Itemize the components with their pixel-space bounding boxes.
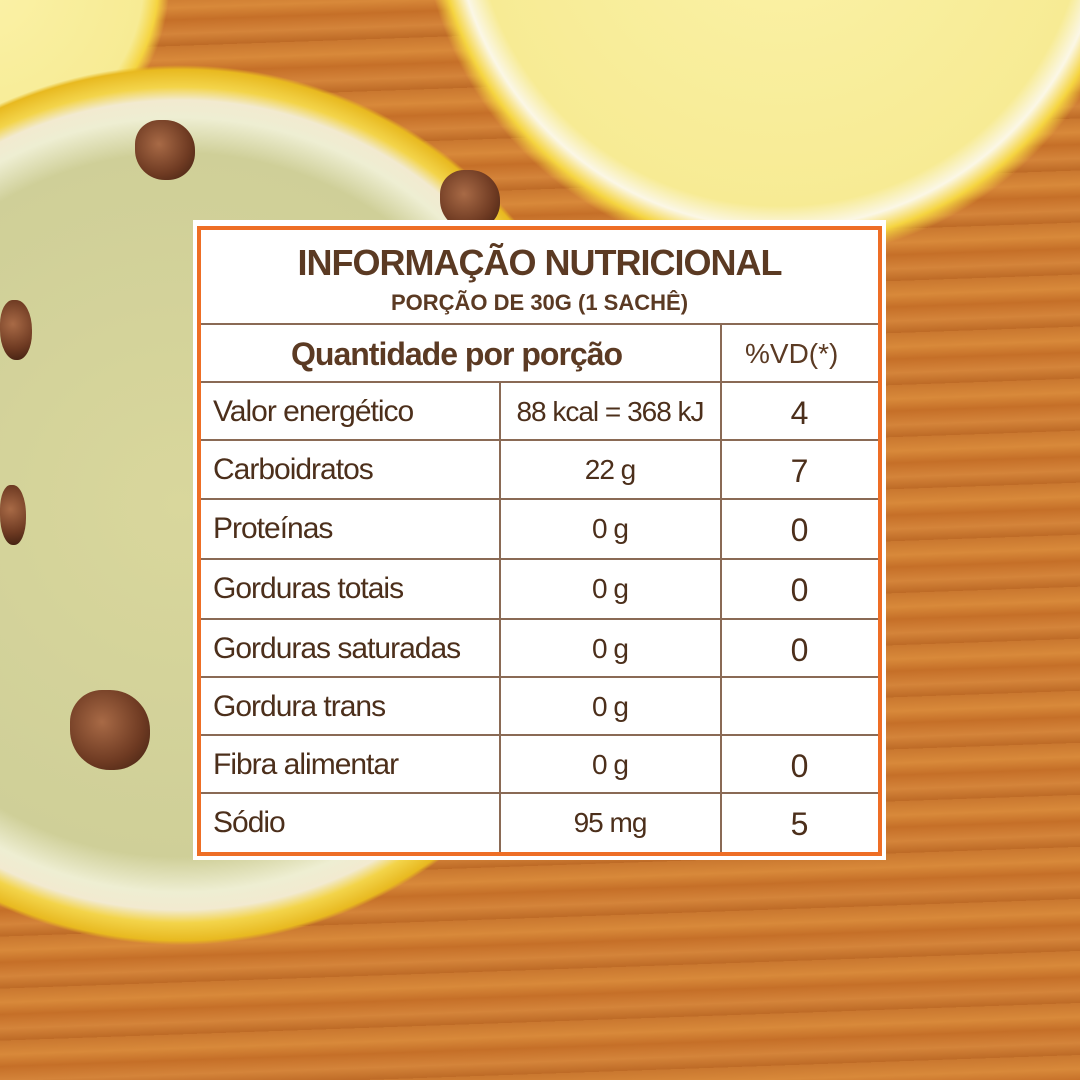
- nutrient-dv: 5: [790, 806, 809, 842]
- divider: [201, 498, 878, 500]
- nutrition-facts-label: INFORMAÇÃO NUTRICIONAL PORÇÃO DE 30G (1 …: [193, 220, 886, 860]
- divider: [201, 792, 878, 794]
- divider: [720, 381, 722, 852]
- nutrient-name: Gorduras saturadas: [213, 632, 461, 665]
- nutrient-row: Gorduras saturadas 0 g 0: [201, 620, 878, 678]
- divider: [201, 558, 878, 560]
- clove: [135, 120, 195, 180]
- nutrient-amount: 0 g: [592, 573, 629, 604]
- nutrient-row: Sódio 95 mg 5: [201, 794, 878, 852]
- divider: [201, 734, 878, 736]
- divider: [201, 381, 878, 383]
- nutrient-amount: 22 g: [584, 454, 637, 485]
- nutrient-name: Proteínas: [213, 512, 333, 545]
- nutrient-amount: 0 g: [592, 691, 629, 722]
- nutrient-name: Gordura trans: [213, 690, 386, 723]
- nutrient-amount: 95 mg: [573, 807, 648, 838]
- nutrient-name: Gorduras totais: [213, 572, 404, 605]
- nutrient-row: Fibra alimentar 0 g 0: [201, 736, 878, 794]
- nutrient-name: Sódio: [213, 806, 286, 839]
- divider: [201, 323, 878, 325]
- clove: [0, 485, 26, 545]
- nutrient-dv: 0: [790, 748, 809, 784]
- nutrient-amount: 0 g: [592, 513, 629, 544]
- label-subtitle: PORÇÃO DE 30G (1 SACHÊ): [390, 290, 689, 315]
- nutrient-row: Proteínas 0 g 0: [201, 500, 878, 558]
- divider: [720, 323, 722, 381]
- nutrient-row: Gorduras totais 0 g 0: [201, 560, 878, 618]
- nutrient-dv: 0: [790, 512, 809, 548]
- label-border: [197, 226, 882, 856]
- nutrient-name: Carboidratos: [213, 453, 374, 486]
- nutrient-name: Valor energético: [213, 395, 414, 428]
- clove: [70, 690, 150, 770]
- clove: [0, 300, 32, 360]
- nutrient-name: Fibra alimentar: [213, 748, 399, 781]
- divider: [499, 381, 501, 852]
- nutrient-amount: 0 g: [592, 633, 629, 664]
- nutrient-row: Valor energético 88 kcal = 368 kJ 4: [201, 383, 878, 441]
- nutrient-amount: 88 kcal = 368 kJ: [516, 396, 704, 427]
- header-quantity: Quantidade por porção: [291, 336, 623, 372]
- divider: [201, 676, 878, 678]
- nutrient-dv: 7: [790, 453, 809, 489]
- divider: [201, 618, 878, 620]
- nutrient-dv: 0: [790, 572, 809, 608]
- nutrient-row: Gordura trans 0 g: [201, 678, 878, 736]
- header-dv: %VD(*): [745, 338, 839, 369]
- nutrient-amount: 0 g: [592, 749, 629, 780]
- divider: [201, 439, 878, 441]
- nutrient-dv: 4: [790, 395, 809, 431]
- nutrient-dv: 0: [790, 632, 809, 668]
- label-title: INFORMAÇÃO NUTRICIONAL: [297, 242, 783, 283]
- nutrient-row: Carboidratos 22 g 7: [201, 441, 878, 499]
